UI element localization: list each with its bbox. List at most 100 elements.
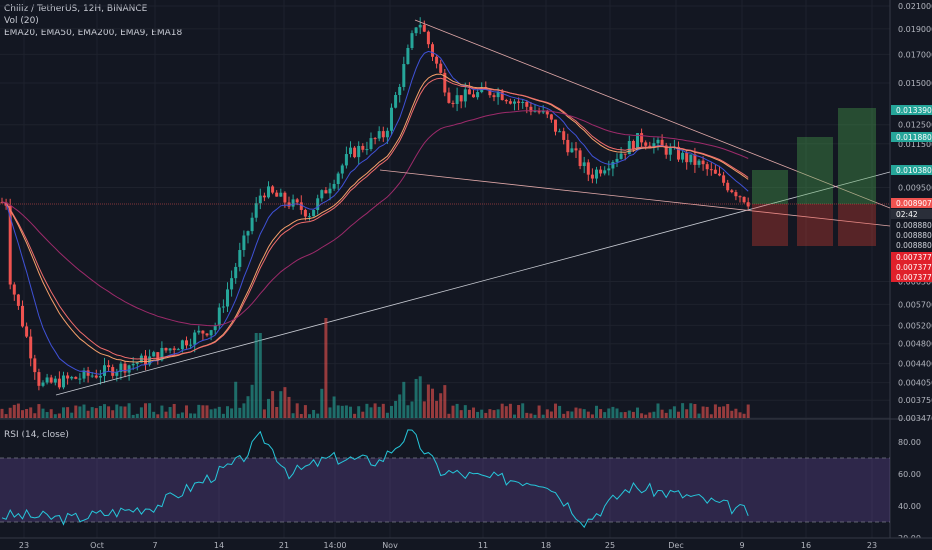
volume-bar bbox=[246, 396, 250, 418]
volume-bar bbox=[349, 406, 352, 418]
candle-body bbox=[369, 138, 373, 150]
candle-body bbox=[291, 199, 295, 207]
volume-bar bbox=[221, 413, 225, 418]
volume-bar bbox=[62, 407, 65, 418]
candle-body bbox=[476, 92, 480, 98]
volume-bar bbox=[258, 333, 262, 418]
volume-bar bbox=[570, 411, 574, 418]
volume-bar bbox=[631, 411, 635, 418]
candle-body bbox=[234, 266, 238, 279]
candle-body bbox=[459, 95, 463, 102]
candle-body bbox=[332, 183, 336, 189]
candle-body bbox=[111, 367, 115, 376]
candle-body bbox=[168, 348, 172, 351]
volume-bar bbox=[636, 407, 639, 418]
time-tick-label: Oct bbox=[90, 541, 104, 550]
time-axis-bg bbox=[0, 538, 932, 550]
candle-body bbox=[250, 217, 254, 232]
candle-body bbox=[49, 377, 53, 383]
volume-bar bbox=[644, 414, 648, 418]
volume-bar bbox=[611, 406, 615, 418]
candle-body bbox=[730, 190, 734, 193]
candle-body bbox=[344, 154, 348, 166]
candle-body bbox=[398, 86, 402, 96]
candle-body bbox=[570, 148, 574, 153]
volume-bar bbox=[21, 410, 24, 418]
candle-body bbox=[431, 44, 434, 57]
candle-body bbox=[176, 349, 180, 351]
candle-body bbox=[599, 169, 603, 174]
volume-bar bbox=[685, 409, 689, 418]
candle-body bbox=[467, 89, 471, 95]
volume-bar bbox=[480, 409, 484, 418]
volume-bar bbox=[25, 408, 29, 418]
volume-bar bbox=[176, 413, 180, 418]
candle-body bbox=[295, 199, 299, 203]
candle-body bbox=[201, 330, 205, 334]
candle-body bbox=[689, 154, 693, 163]
candle-body bbox=[500, 91, 504, 100]
ema20-line bbox=[1, 77, 749, 360]
volume-bar bbox=[365, 403, 369, 418]
candle-body bbox=[447, 92, 451, 103]
volume-bar bbox=[172, 403, 176, 418]
candle-body bbox=[390, 107, 393, 131]
candle-body bbox=[373, 138, 377, 140]
volume-bar bbox=[668, 409, 672, 418]
candle-body bbox=[217, 307, 221, 326]
candle-body bbox=[41, 382, 45, 386]
price-label: 0.008880 bbox=[896, 241, 932, 250]
volume-bar bbox=[66, 407, 70, 418]
candle-body bbox=[144, 355, 147, 365]
volume-bar bbox=[275, 407, 279, 418]
price-label: 0.008907 bbox=[896, 199, 932, 208]
volume-bar bbox=[4, 414, 8, 418]
candle-body bbox=[701, 160, 705, 165]
candle-body bbox=[455, 95, 459, 104]
candle-body bbox=[320, 190, 324, 199]
candle-body bbox=[131, 363, 135, 366]
volume-bar bbox=[664, 412, 668, 418]
price-label-bg bbox=[891, 132, 932, 142]
candle-body bbox=[722, 175, 726, 183]
volume-bar bbox=[607, 408, 611, 418]
candle-body bbox=[607, 168, 611, 171]
volume-bar bbox=[447, 413, 451, 418]
candle-body bbox=[135, 362, 139, 364]
volume-bar bbox=[267, 398, 270, 418]
volume-bar bbox=[377, 406, 381, 418]
price-label: 0.013390 bbox=[896, 106, 932, 115]
volume-bar bbox=[312, 409, 316, 418]
candle-body bbox=[74, 376, 78, 379]
volume-bar bbox=[197, 404, 201, 418]
volume-bar bbox=[369, 407, 373, 418]
volume-bar bbox=[492, 410, 496, 418]
volume-legend: Vol (20) bbox=[4, 16, 39, 26]
candle-body bbox=[636, 133, 639, 150]
volume-bar bbox=[78, 406, 82, 418]
price-label-bg bbox=[891, 198, 932, 208]
volume-bar bbox=[595, 405, 598, 418]
price-label-bg bbox=[891, 105, 932, 115]
candle-body bbox=[644, 142, 648, 146]
candle-body bbox=[410, 33, 414, 49]
volume-bar bbox=[640, 413, 644, 418]
candle-body bbox=[718, 173, 721, 176]
volume-bar bbox=[53, 414, 57, 418]
position-loss-zone bbox=[752, 204, 788, 246]
price-label-bg bbox=[891, 220, 932, 230]
position-profit-zone bbox=[838, 108, 876, 204]
volume-bar bbox=[709, 414, 713, 418]
candle-body bbox=[82, 370, 86, 379]
volume-bar bbox=[541, 414, 545, 418]
candle-body bbox=[328, 188, 332, 194]
volume-bar bbox=[8, 407, 12, 418]
ema18-line bbox=[1, 73, 749, 363]
volume-bar bbox=[385, 412, 389, 418]
